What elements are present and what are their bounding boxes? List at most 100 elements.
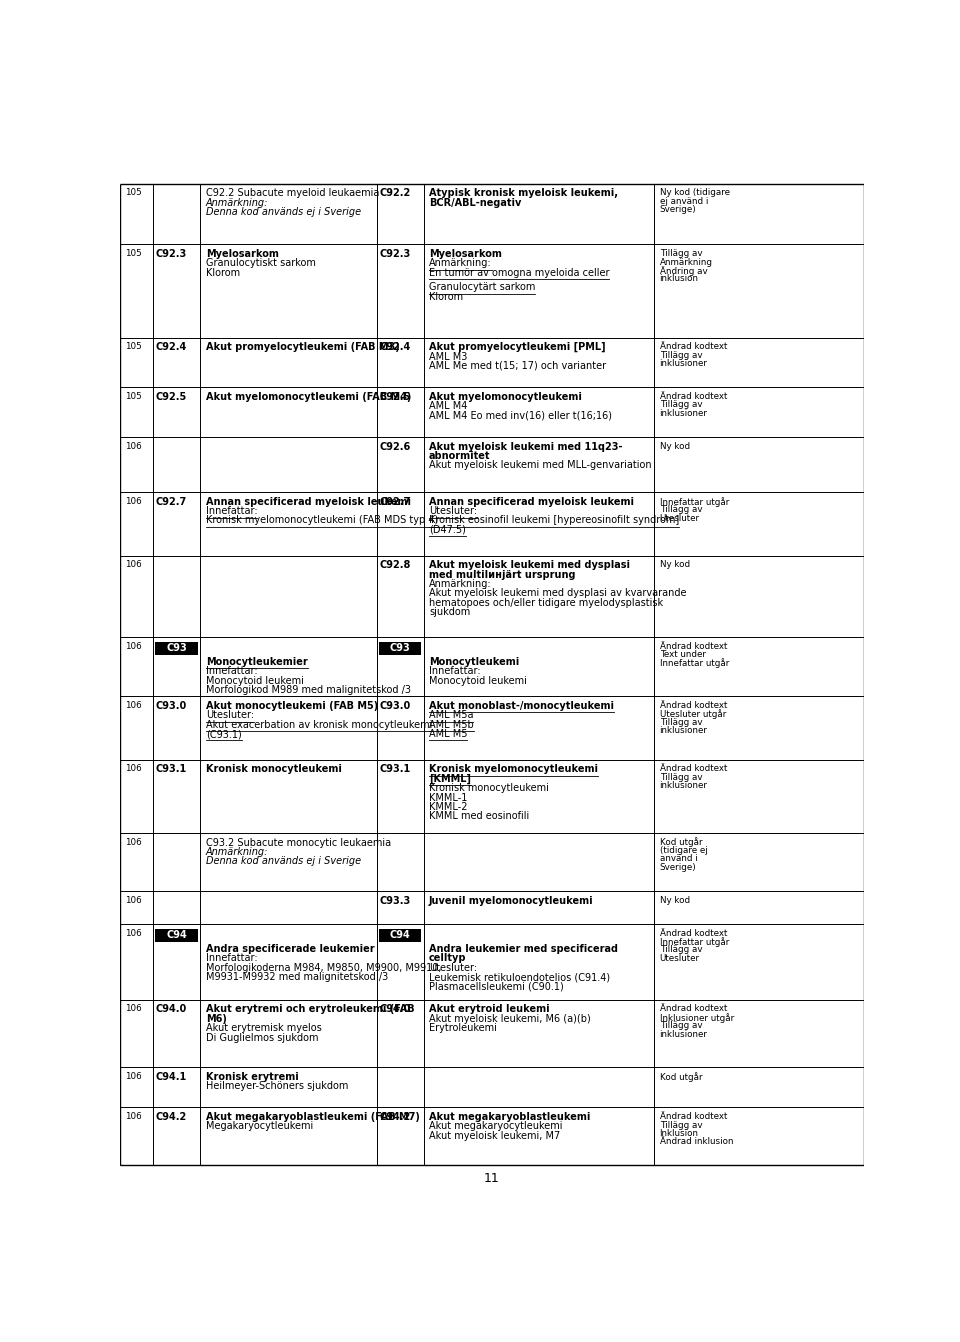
- Text: Atypisk kronisk myeloisk leukemi,: Atypisk kronisk myeloisk leukemi,: [429, 188, 618, 199]
- Text: C92.5: C92.5: [156, 392, 186, 401]
- Text: Inklusioner utgår: Inklusioner utgår: [660, 1013, 733, 1023]
- Text: Innefattar utgår: Innefattar utgår: [660, 659, 729, 668]
- Text: Annan specificerad myeloisk leukemi: Annan specificerad myeloisk leukemi: [205, 497, 411, 507]
- Bar: [379, 641, 421, 655]
- Text: C93.1: C93.1: [379, 765, 410, 774]
- Text: C92.4: C92.4: [379, 342, 410, 352]
- Text: ej använd i: ej använd i: [660, 197, 708, 205]
- Text: Ändrad kodtext: Ändrad kodtext: [660, 1005, 727, 1013]
- Text: Kronisk monocytleukemi: Kronisk monocytleukemi: [429, 784, 549, 793]
- Text: Akut myeloisk leukemi, M7: Akut myeloisk leukemi, M7: [429, 1131, 561, 1141]
- Text: Heilmeyer-Schöners sjukdom: Heilmeyer-Schöners sjukdom: [205, 1082, 348, 1091]
- Text: 106: 106: [126, 560, 142, 569]
- Bar: [379, 929, 421, 942]
- Text: Leukemisk retikuloendotelios (C91.4): Leukemisk retikuloendotelios (C91.4): [429, 972, 611, 982]
- Text: Utesluter utgår: Utesluter utgår: [660, 710, 726, 719]
- Text: Anmärkning:: Anmärkning:: [429, 578, 492, 589]
- Text: C92.2 Subacute myeloid leukaemia: C92.2 Subacute myeloid leukaemia: [205, 188, 379, 199]
- Text: hematopoes och/eller tidigare myelodysplastisk: hematopoes och/eller tidigare myelodyspl…: [429, 597, 663, 608]
- Text: med multilинjärt ursprung: med multilинjärt ursprung: [429, 569, 575, 580]
- Text: Juvenil myelomonocytleukemi: Juvenil myelomonocytleukemi: [429, 895, 593, 906]
- Text: Denna kod används ej i Sverige: Denna kod används ej i Sverige: [205, 856, 361, 867]
- Text: Erytroleukemi: Erytroleukemi: [429, 1023, 497, 1033]
- Text: C93.3: C93.3: [379, 895, 410, 906]
- Text: C94.2: C94.2: [156, 1113, 186, 1122]
- Text: Akut erytroid leukemi: Akut erytroid leukemi: [429, 1005, 550, 1015]
- Text: C93: C93: [390, 643, 411, 654]
- Text: C93.0: C93.0: [379, 701, 410, 711]
- Text: Akut megakaryoblastleukemi: Akut megakaryoblastleukemi: [429, 1113, 590, 1122]
- Text: C92.7: C92.7: [156, 497, 186, 507]
- Text: använd i: använd i: [660, 855, 697, 863]
- Text: Ändrad inklusion: Ändrad inklusion: [660, 1138, 733, 1146]
- Text: C92.3: C92.3: [156, 250, 186, 259]
- Text: Monocytleukemi: Monocytleukemi: [429, 658, 519, 667]
- Text: Tillägg av: Tillägg av: [660, 718, 702, 727]
- Text: Akut megakaryocytleukemi: Akut megakaryocytleukemi: [429, 1122, 563, 1131]
- Text: Kod utgår: Kod utgår: [660, 837, 703, 847]
- Text: Denna kod används ej i Sverige: Denna kod används ej i Sverige: [205, 207, 361, 217]
- Text: 106: 106: [126, 1005, 142, 1013]
- Text: AML M3: AML M3: [429, 352, 468, 361]
- Text: Akut myeloisk leukemi med dysplasi: Akut myeloisk leukemi med dysplasi: [429, 560, 630, 570]
- Text: Akut promyelocytleukemi (FAB M3): Akut promyelocytleukemi (FAB M3): [205, 342, 399, 352]
- Text: AML M5b: AML M5b: [429, 719, 473, 730]
- Text: AML M4 Eo med inv(16) eller t(16;16): AML M4 Eo med inv(16) eller t(16;16): [429, 411, 612, 420]
- Text: C92.2: C92.2: [379, 188, 410, 199]
- Text: KMML-2: KMML-2: [429, 803, 468, 812]
- Text: En tumör av omogna myeloida celler: En tumör av omogna myeloida celler: [429, 268, 610, 278]
- Text: Granulocytiskt sarkom: Granulocytiskt sarkom: [205, 259, 316, 268]
- Text: Monocytleukemier: Monocytleukemier: [205, 658, 307, 667]
- Text: abnormitet: abnormitet: [429, 451, 491, 460]
- Text: Tillägg av: Tillägg av: [660, 1021, 702, 1031]
- Text: C93.0: C93.0: [156, 701, 186, 711]
- Text: 106: 106: [126, 765, 142, 773]
- Text: Sverige): Sverige): [660, 205, 696, 215]
- Text: Akut myelomonocytleukemi (FAB M4): Akut myelomonocytleukemi (FAB M4): [205, 392, 411, 401]
- Text: Kronisk eosinofil leukemi [hypereosinofilt syndrom]: Kronisk eosinofil leukemi [hypereosinofi…: [429, 515, 680, 526]
- Text: [KMML]: [KMML]: [429, 774, 471, 784]
- Text: Anmärkning:: Anmärkning:: [205, 197, 268, 208]
- Text: C94.2: C94.2: [379, 1113, 410, 1122]
- Text: AML M5a: AML M5a: [429, 710, 473, 721]
- Text: 106: 106: [126, 442, 142, 451]
- Text: Akut promyelocytleukemi [PML]: Akut promyelocytleukemi [PML]: [429, 342, 606, 353]
- Text: Ändrad kodtext: Ändrad kodtext: [660, 701, 727, 710]
- Text: Kronisk myelomonocytleukemi (FAB MDS typ 4): Kronisk myelomonocytleukemi (FAB MDS typ…: [205, 515, 438, 526]
- Text: inklusion: inklusion: [660, 274, 699, 283]
- Text: sjukdom: sjukdom: [429, 607, 470, 617]
- Text: Ändrad kodtext: Ändrad kodtext: [660, 1113, 727, 1121]
- Text: C92.6: C92.6: [379, 442, 410, 451]
- Text: Innefattar:: Innefattar:: [205, 953, 257, 964]
- Text: Ändrad kodtext: Ändrad kodtext: [660, 392, 727, 401]
- Text: Akut monocytleukemi (FAB M5): Akut monocytleukemi (FAB M5): [205, 701, 378, 711]
- Text: KMML-1: KMML-1: [429, 793, 468, 803]
- Text: Akut myeloisk leukemi med MLL-genvariation: Akut myeloisk leukemi med MLL-genvariati…: [429, 460, 652, 470]
- Text: Ny kod: Ny kod: [660, 442, 689, 451]
- Text: C92.3: C92.3: [379, 250, 410, 259]
- Text: Utesluter: Utesluter: [660, 514, 700, 522]
- Text: Tillägg av: Tillägg av: [660, 350, 702, 360]
- Text: 11: 11: [484, 1172, 500, 1185]
- Text: Anmärkning:: Anmärkning:: [205, 847, 268, 858]
- Text: Ändrad kodtext: Ändrad kodtext: [660, 929, 727, 938]
- Text: C93.1: C93.1: [156, 765, 186, 774]
- Text: Utesluter:: Utesluter:: [205, 710, 253, 721]
- Text: M9931-M9932 med malignitetskod /3: M9931-M9932 med malignitetskod /3: [205, 972, 388, 982]
- Text: Anmärkning:: Anmärkning:: [429, 259, 492, 268]
- Text: Tillägg av: Tillägg av: [660, 946, 702, 954]
- Text: Innefattar utgår: Innefattar utgår: [660, 937, 729, 947]
- Text: Text under: Text under: [660, 650, 706, 659]
- Text: Ny kod: Ny kod: [660, 895, 689, 905]
- Text: M6): M6): [205, 1013, 227, 1024]
- Text: Akut myeloisk leukemi med 11q23-: Akut myeloisk leukemi med 11q23-: [429, 442, 622, 451]
- Text: C94.0: C94.0: [379, 1005, 410, 1015]
- Text: Megakaryocytleukemi: Megakaryocytleukemi: [205, 1122, 313, 1131]
- Text: 106: 106: [126, 497, 142, 506]
- Text: Klorom: Klorom: [205, 268, 240, 278]
- Text: Anmärkning: Anmärkning: [660, 258, 712, 267]
- Text: Innefattar:: Innefattar:: [205, 667, 257, 676]
- Text: 106: 106: [126, 701, 142, 710]
- Text: 106: 106: [126, 837, 142, 847]
- Text: KMML med eosinofili: KMML med eosinofili: [429, 811, 529, 821]
